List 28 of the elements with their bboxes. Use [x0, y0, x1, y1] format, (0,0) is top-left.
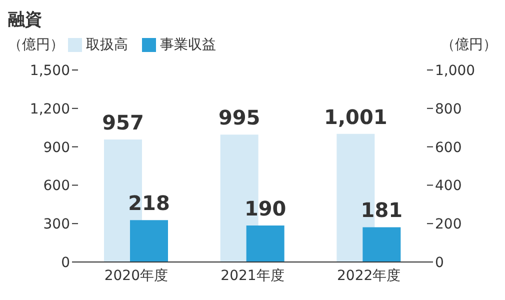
y2-tick-label: 800 [435, 101, 462, 118]
y2-tick-label: 1,000 [435, 62, 476, 79]
y-tick-label: 1,200 [30, 101, 70, 118]
y2-tick-label: 200 [435, 216, 462, 233]
data-label: 190 [244, 196, 286, 221]
y-axis-title: （億円） [8, 36, 65, 54]
y2-tick-label: 600 [435, 140, 462, 156]
data-label: 218 [128, 191, 170, 216]
x-tick-label: 2020年度 [104, 268, 168, 284]
bar [362, 227, 401, 262]
y-tick-label: 900 [43, 140, 70, 156]
y2-axis-title: （億円） [440, 36, 497, 54]
data-label: 181 [360, 198, 403, 222]
chart-title: 融資 [8, 9, 43, 32]
y-tick-label: 1,500 [30, 62, 70, 79]
y-tick-label: 300 [43, 216, 70, 233]
legend-label: 取扱高 [86, 36, 128, 54]
bar [246, 226, 284, 262]
y2-tick-label: 400 [435, 178, 462, 194]
y-tick-label: 600 [43, 178, 70, 194]
x-tick-label: 2021年度 [220, 268, 284, 284]
data-label: 995 [218, 106, 260, 130]
y2-tick-label: 0 [435, 254, 444, 271]
data-label: 957 [102, 110, 144, 135]
data-label: 1,001 [324, 104, 388, 129]
x-tick-label: 2022年度 [337, 268, 401, 284]
y-tick-label: 0 [61, 254, 70, 271]
legend-label: 事業収益 [160, 36, 216, 54]
